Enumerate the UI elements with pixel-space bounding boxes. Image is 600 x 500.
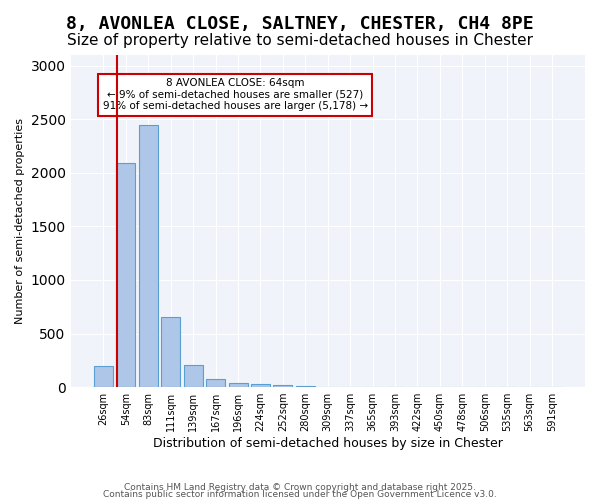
Text: Contains public sector information licensed under the Open Government Licence v3: Contains public sector information licen…	[103, 490, 497, 499]
Text: Contains HM Land Registry data © Crown copyright and database right 2025.: Contains HM Land Registry data © Crown c…	[124, 484, 476, 492]
Text: 8 AVONLEA CLOSE: 64sqm
← 9% of semi-detached houses are smaller (527)
91% of sem: 8 AVONLEA CLOSE: 64sqm ← 9% of semi-deta…	[103, 78, 368, 112]
Bar	[229, 382, 248, 387]
Bar	[274, 384, 292, 387]
Bar	[296, 386, 315, 387]
Text: Size of property relative to semi-detached houses in Chester: Size of property relative to semi-detach…	[67, 32, 533, 48]
Y-axis label: Number of semi-detached properties: Number of semi-detached properties	[15, 118, 25, 324]
Bar	[161, 318, 180, 387]
Text: 8, AVONLEA CLOSE, SALTNEY, CHESTER, CH4 8PE: 8, AVONLEA CLOSE, SALTNEY, CHESTER, CH4 …	[66, 15, 534, 33]
Bar	[318, 386, 337, 387]
Bar	[116, 162, 136, 387]
Bar	[139, 124, 158, 387]
Bar	[251, 384, 270, 387]
Bar	[184, 365, 203, 387]
Bar	[94, 366, 113, 387]
X-axis label: Distribution of semi-detached houses by size in Chester: Distribution of semi-detached houses by …	[153, 437, 503, 450]
Bar	[206, 378, 225, 387]
